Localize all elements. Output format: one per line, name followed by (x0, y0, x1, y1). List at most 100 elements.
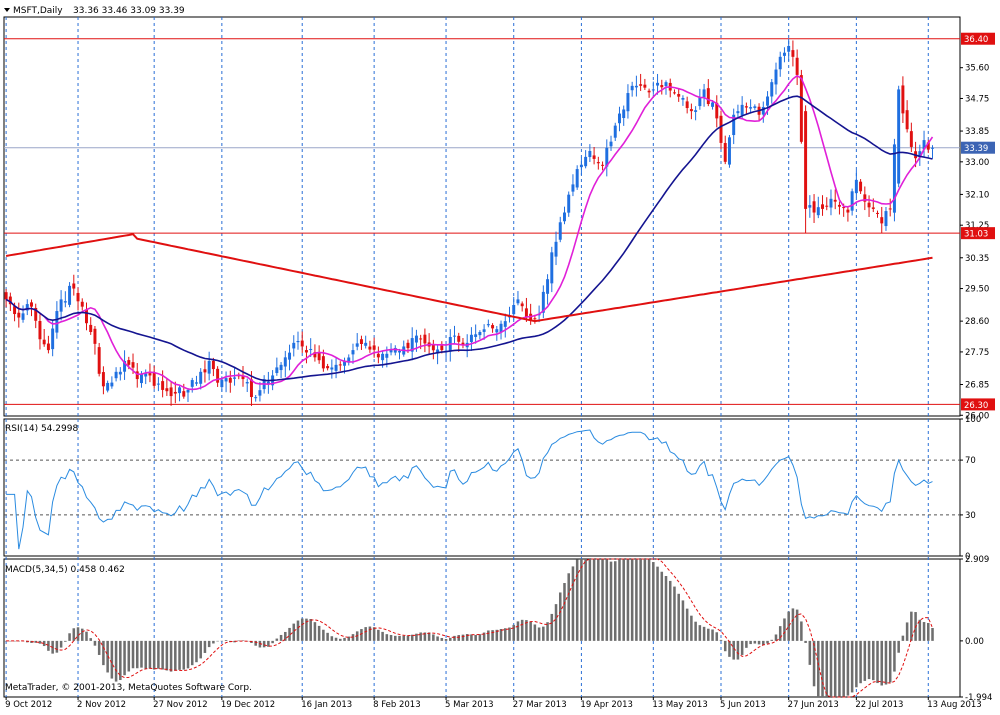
macd-signal-line[interactable] (6, 558, 933, 698)
candle-body[interactable] (347, 357, 351, 363)
candle-body[interactable] (554, 241, 558, 257)
candle-body[interactable] (770, 82, 774, 97)
candle-body[interactable] (165, 388, 169, 392)
candle-body[interactable] (626, 93, 630, 112)
candle-body[interactable] (313, 352, 317, 358)
candle-body[interactable] (80, 301, 84, 307)
candle-body[interactable] (241, 376, 245, 380)
candle-body[interactable] (926, 142, 930, 150)
candle-body[interactable] (719, 115, 723, 143)
candle-body[interactable] (351, 350, 355, 355)
candle-body[interactable] (660, 85, 664, 88)
candle-body[interactable] (909, 131, 913, 147)
candle-body[interactable] (486, 324, 490, 326)
chevron-down-icon[interactable] (4, 8, 10, 12)
candle-body[interactable] (207, 360, 211, 374)
candle-body[interactable] (689, 109, 693, 112)
candle-body[interactable] (859, 181, 863, 192)
candle-body[interactable] (685, 101, 689, 109)
candle-body[interactable] (651, 89, 655, 91)
candle-body[interactable] (25, 304, 29, 311)
candle-body[interactable] (364, 342, 368, 346)
candle-body[interactable] (647, 90, 651, 93)
candle-body[interactable] (546, 279, 550, 294)
candle-body[interactable] (897, 89, 901, 184)
candle-body[interactable] (677, 94, 681, 97)
candle-body[interactable] (55, 311, 59, 333)
candle-body[interactable] (550, 252, 554, 284)
candle-body[interactable] (34, 307, 38, 321)
candle-body[interactable] (706, 88, 710, 105)
candle-body[interactable] (123, 360, 127, 372)
candle-body[interactable] (190, 380, 194, 387)
candle-body[interactable] (478, 332, 482, 336)
candle-body[interactable] (76, 292, 80, 302)
chart-title-group[interactable]: MSFT,Daily 33.36 33.46 33.09 33.39 (4, 6, 185, 16)
candle-body[interactable] (30, 302, 33, 307)
rsi-panel[interactable] (4, 429, 960, 550)
candle-body[interactable] (178, 387, 182, 394)
candle-body[interactable] (732, 114, 736, 136)
candle-body[interactable] (842, 207, 846, 209)
candle-body[interactable] (664, 82, 668, 87)
candle-body[interactable] (749, 107, 753, 109)
candle-body[interactable] (292, 342, 296, 349)
candle-body[interactable] (766, 96, 770, 106)
candle-body[interactable] (656, 82, 660, 86)
candle-body[interactable] (727, 137, 731, 165)
candle-body[interactable] (715, 102, 719, 119)
candle-body[interactable] (148, 373, 152, 376)
candle-body[interactable] (816, 207, 820, 216)
candle-body[interactable] (630, 85, 634, 91)
candle-body[interactable] (368, 346, 372, 350)
candle-body[interactable] (499, 323, 503, 333)
candle-body[interactable] (613, 125, 617, 138)
candle-body[interactable] (833, 199, 837, 202)
candle-body[interactable] (854, 179, 858, 194)
candle-body[interactable] (63, 301, 67, 303)
candle-body[interactable] (753, 106, 757, 108)
candle-body[interactable] (72, 283, 76, 289)
candle-body[interactable] (317, 352, 321, 361)
candle-body[interactable] (118, 371, 122, 375)
candle-body[interactable] (846, 209, 850, 213)
candle-body[interactable] (609, 141, 613, 147)
candle-body[interactable] (512, 304, 516, 315)
candle-body[interactable] (892, 144, 896, 213)
macd-panel[interactable] (4, 558, 934, 698)
candle-body[interactable] (694, 110, 698, 112)
candle-body[interactable] (101, 372, 105, 387)
candle-body[interactable] (931, 147, 934, 149)
candle-body[interactable] (524, 308, 528, 318)
candle-body[interactable] (245, 382, 249, 384)
candle-body[interactable] (220, 379, 224, 388)
candle-body[interactable] (643, 84, 647, 88)
candle-body[interactable] (393, 347, 397, 353)
candle-body[interactable] (51, 328, 55, 350)
candle-body[interactable] (97, 347, 101, 374)
candle-body[interactable] (288, 352, 292, 360)
candle-body[interactable] (13, 306, 17, 315)
candle-body[interactable] (199, 371, 203, 384)
candle-body[interactable] (254, 397, 258, 399)
candle-body[interactable] (186, 389, 190, 393)
candle-body[interactable] (110, 382, 114, 387)
candle-body[interactable] (782, 52, 786, 56)
candle-body[interactable] (46, 343, 50, 351)
candle-body[interactable] (436, 349, 440, 354)
candle-body[interactable] (605, 147, 609, 167)
candle-body[interactable] (579, 164, 583, 168)
candle-body[interactable] (279, 364, 283, 371)
candle-body[interactable] (617, 113, 621, 124)
candle-body[interactable] (740, 104, 744, 116)
candle-body[interactable] (596, 162, 600, 164)
candle-body[interactable] (381, 353, 385, 361)
candle-body[interactable] (156, 383, 160, 385)
candle-body[interactable] (114, 371, 118, 379)
candle-body[interactable] (419, 338, 423, 340)
candle-body[interactable] (59, 299, 63, 312)
candle-body[interactable] (321, 356, 325, 369)
candle-body[interactable] (520, 303, 524, 307)
candle-body[interactable] (474, 334, 478, 337)
